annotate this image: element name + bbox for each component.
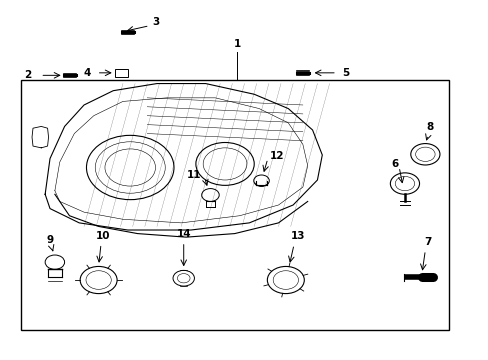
- Text: 1: 1: [233, 39, 240, 49]
- Text: 5: 5: [341, 68, 348, 78]
- Text: 14: 14: [176, 229, 191, 239]
- Text: 9: 9: [46, 235, 54, 245]
- Text: 12: 12: [269, 151, 284, 161]
- Text: 11: 11: [187, 170, 201, 180]
- Text: 6: 6: [391, 159, 398, 169]
- Text: 8: 8: [426, 122, 433, 132]
- Text: 7: 7: [424, 237, 431, 247]
- Text: 10: 10: [96, 231, 110, 241]
- Text: 2: 2: [24, 70, 31, 80]
- Text: 13: 13: [290, 231, 305, 242]
- Text: 3: 3: [152, 17, 159, 27]
- Text: 4: 4: [84, 68, 91, 78]
